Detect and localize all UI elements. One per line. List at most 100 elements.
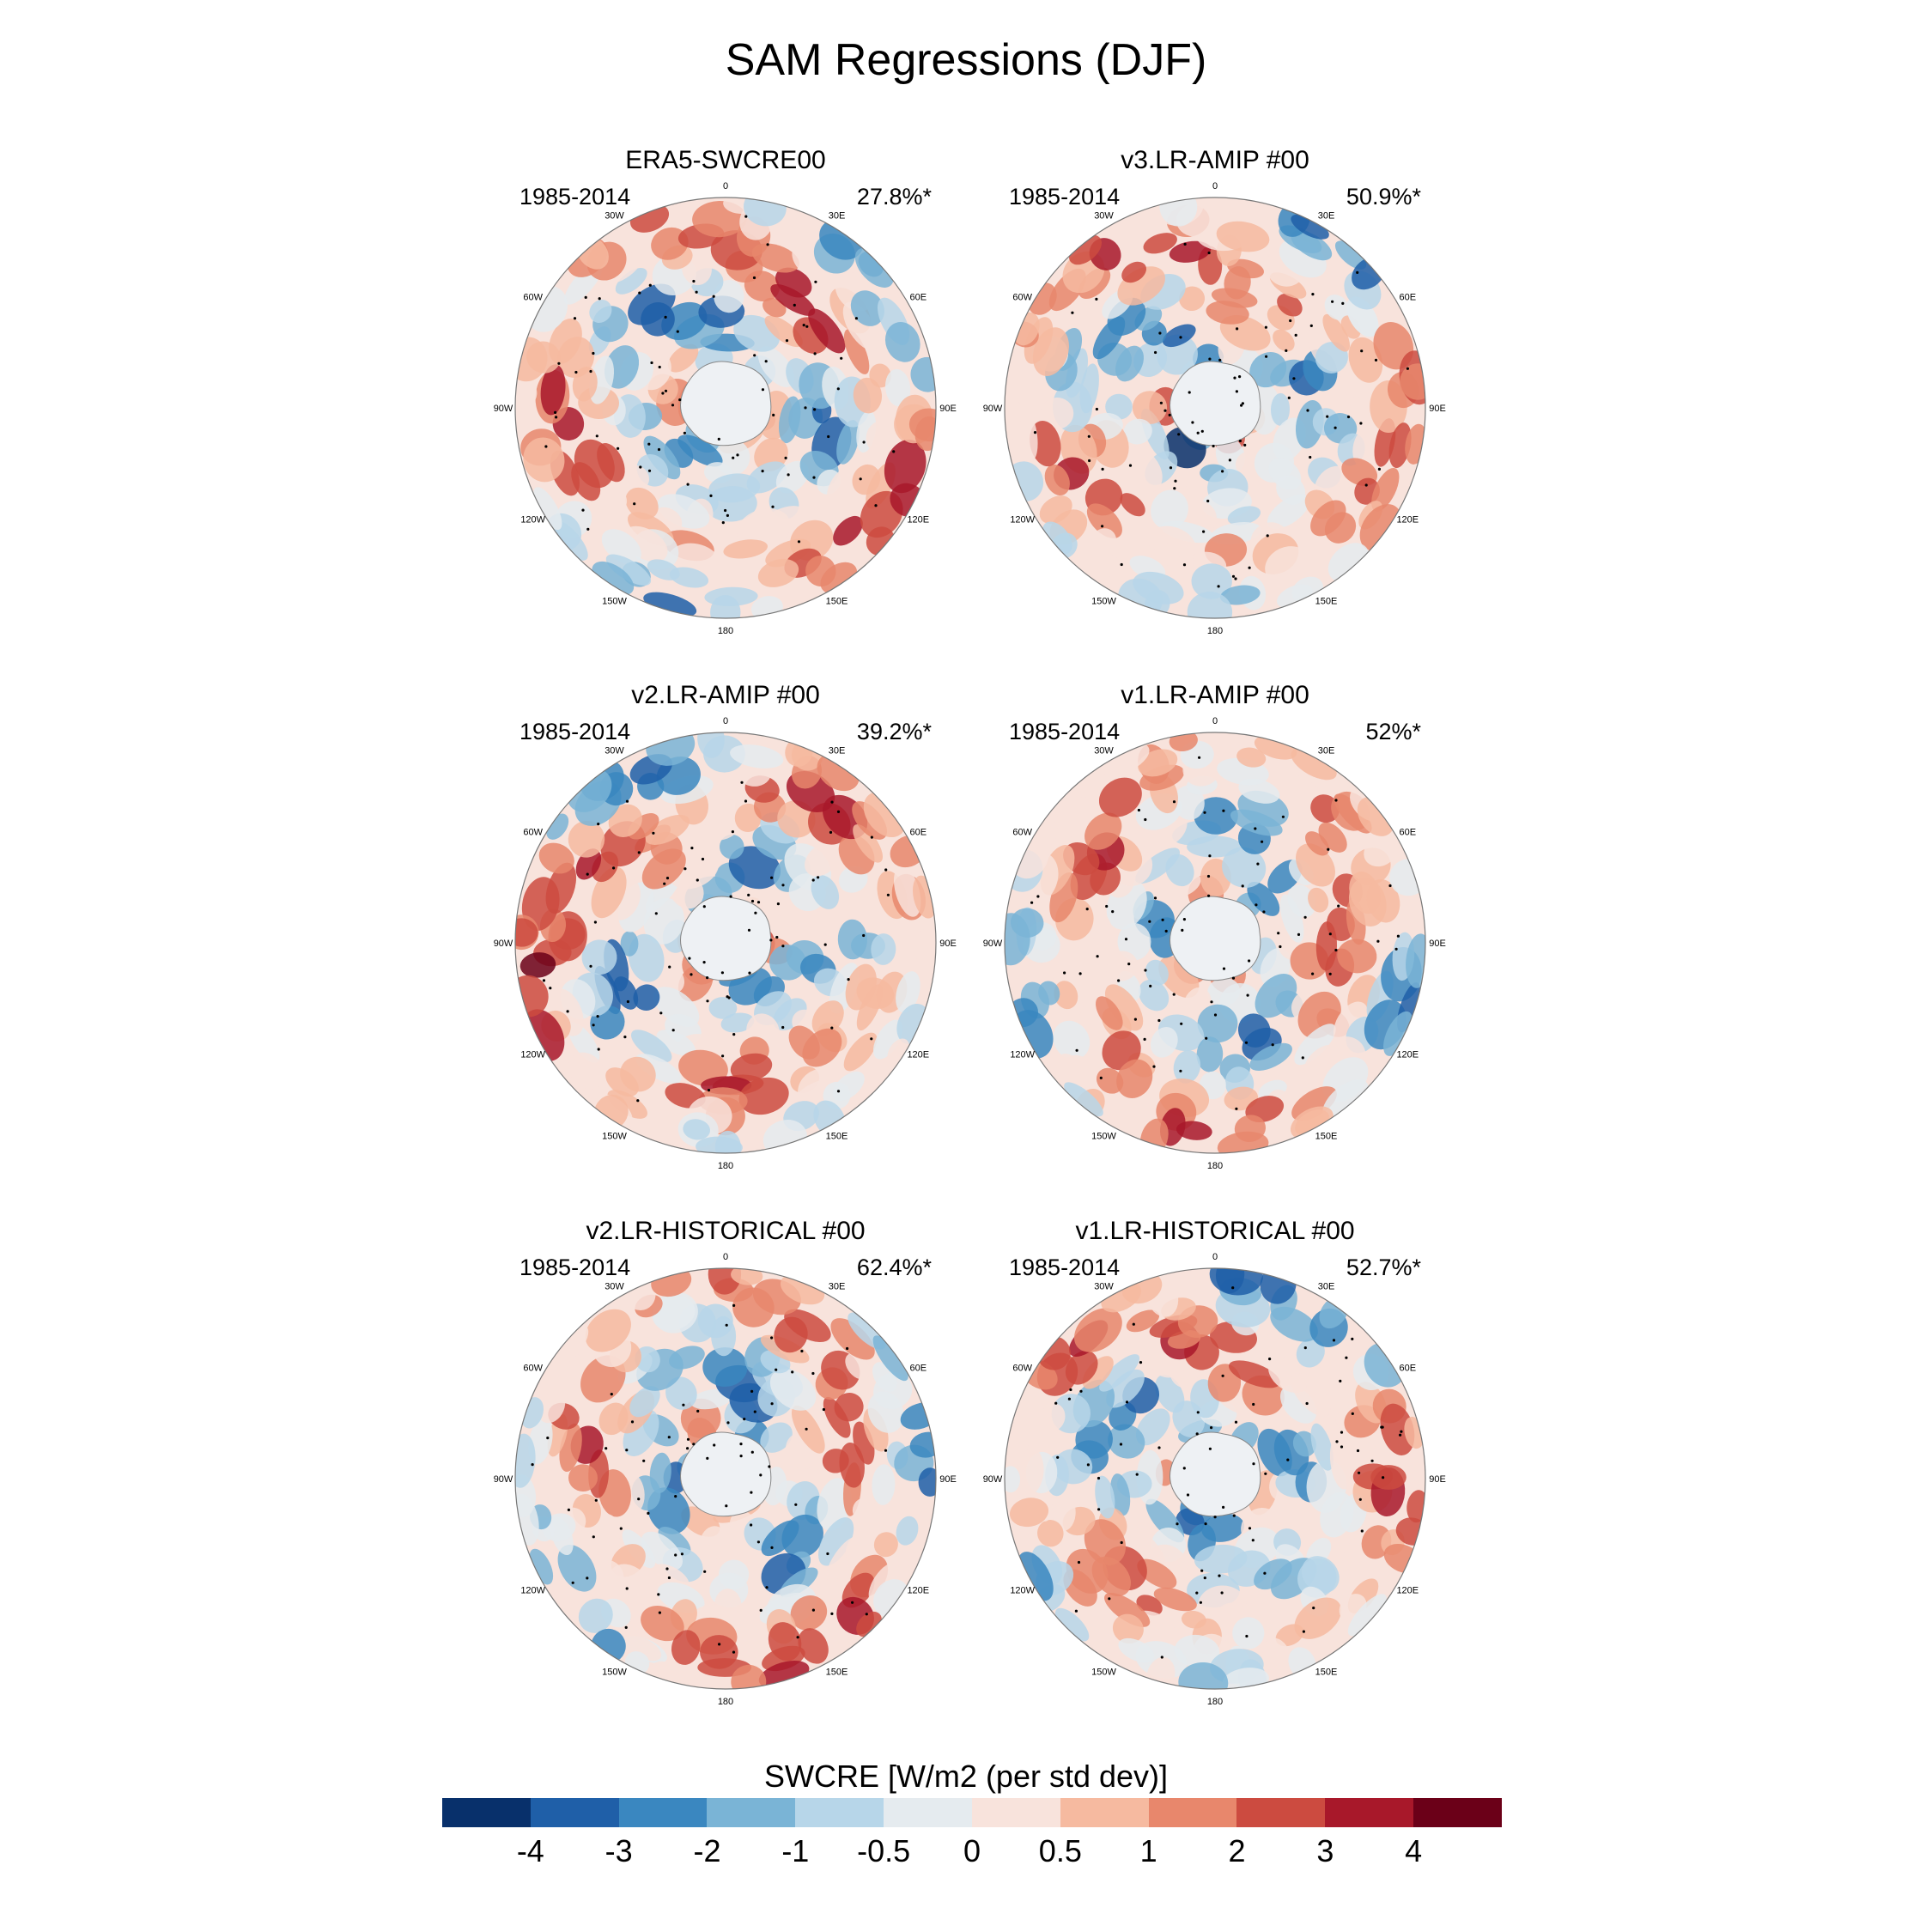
significance-dot [761, 388, 765, 392]
significance-dot [680, 1552, 683, 1556]
significance-dot [1139, 1361, 1143, 1364]
significance-dot [1213, 1013, 1218, 1017]
significance-dot [1078, 972, 1082, 975]
significance-dot [805, 1427, 808, 1431]
significance-dot [802, 324, 805, 327]
significance-dot [748, 971, 751, 975]
significance-dot [886, 893, 890, 896]
significance-dot [1238, 439, 1242, 443]
field-blob [608, 804, 642, 837]
significance-dot [732, 1303, 736, 1307]
significance-dot [1246, 993, 1249, 997]
significance-dot [1163, 409, 1167, 412]
field-blob [605, 554, 652, 586]
significance-dot [781, 1025, 785, 1030]
field-blob [894, 866, 921, 917]
field-blob [626, 465, 650, 489]
significance-dot [1382, 1476, 1385, 1479]
significance-dot [1231, 574, 1236, 578]
field-blob [1347, 1594, 1387, 1637]
field-blob [1229, 1360, 1280, 1388]
significance-dot [674, 1495, 677, 1498]
significance-dot [686, 483, 690, 486]
significance-dot [1287, 396, 1291, 399]
panel-title: v1.LR-AMIP #00 [1121, 681, 1309, 709]
significance-dot [584, 295, 587, 299]
panel-variance-percent: 27.8%* [856, 184, 932, 210]
longitude-label: 180 [1207, 626, 1223, 635]
colorbar-title: SWCRE [W/m2 (per std dev)] [763, 1759, 1169, 1794]
field-group [515, 197, 936, 618]
field-blob [856, 984, 883, 1031]
field-blob [1388, 422, 1412, 469]
panel-title: v1.LR-HISTORICAL #00 [1075, 1217, 1355, 1245]
map-border [1004, 1267, 1426, 1690]
significance-dot [713, 1443, 716, 1447]
significance-dot [1334, 948, 1338, 952]
significance-dot [1033, 431, 1037, 434]
longitude-label: 120W [520, 1586, 545, 1596]
significance-dot [836, 810, 841, 813]
significance-dot [724, 508, 727, 513]
field-blob [1064, 1082, 1103, 1117]
colorbar-label: -4 [516, 1833, 544, 1868]
significance-dot [1075, 1048, 1078, 1052]
significance-dot [668, 965, 671, 969]
colorbar-label: 0.5 [1038, 1833, 1082, 1868]
significance-dot [1218, 1574, 1221, 1577]
field-blob [705, 486, 757, 522]
significance-dot [865, 1613, 868, 1616]
field-blob [1060, 1054, 1097, 1091]
significance-dot [676, 330, 679, 333]
field-blob [1219, 585, 1261, 605]
significance-dot [531, 1463, 534, 1467]
map-border [1004, 732, 1426, 1154]
significance-dot [720, 971, 724, 975]
field-blob [1196, 1036, 1224, 1072]
field-blob [834, 1393, 864, 1422]
significance-dot [1377, 467, 1381, 471]
polar-map: 0 30E 60E 90E 120E 150E 180 150W 120W 90W 60W 30W [494, 1252, 957, 1706]
field-blob [1191, 563, 1232, 599]
field-blob [1009, 1498, 1049, 1528]
significance-dot [884, 868, 888, 872]
significance-dot [586, 1577, 589, 1580]
significance-dot [1400, 1430, 1403, 1433]
significance-dot [752, 276, 756, 280]
significance-dot [1351, 1337, 1354, 1340]
longitude-label: 30W [605, 746, 624, 756]
longitude-label: 150E [1315, 596, 1338, 606]
significance-dot [1248, 959, 1251, 963]
significance-dot [813, 352, 817, 355]
significance-dot [1358, 1471, 1361, 1474]
longitude-label: 30W [1094, 746, 1114, 756]
significance-dot [732, 1033, 736, 1036]
field-blob [697, 732, 725, 758]
significance-dot [1406, 367, 1409, 370]
significance-dot [683, 867, 687, 871]
field-blob [790, 1595, 828, 1631]
significance-dot [771, 505, 775, 508]
significance-dot [811, 878, 815, 882]
field-blob [833, 515, 863, 546]
significance-dot [542, 979, 546, 982]
significance-dot [781, 945, 785, 948]
significance-dot [1137, 808, 1140, 812]
significance-dot [1119, 1443, 1123, 1446]
longitude-label: 60W [523, 1364, 543, 1374]
significance-dot [1063, 971, 1066, 975]
significance-dot [1117, 979, 1121, 982]
panel-variance-percent: 52.7%* [1346, 1255, 1421, 1280]
panel-era5: ERA5-SWCRE00 1985-2014 27.8%* 0 30E 60E 90E… [485, 146, 966, 635]
significance-dot [884, 1449, 888, 1452]
significance-dot [1198, 756, 1201, 759]
longitude-label: 60W [1012, 293, 1032, 303]
significance-dot [756, 901, 761, 904]
significance-dot [1077, 1560, 1081, 1564]
significance-dot [1222, 809, 1225, 812]
significance-dot [1208, 357, 1212, 361]
significance-dot [784, 456, 787, 459]
significance-dot [1160, 1656, 1163, 1659]
significance-dot [1303, 1346, 1307, 1350]
field-blob [1005, 913, 1030, 966]
